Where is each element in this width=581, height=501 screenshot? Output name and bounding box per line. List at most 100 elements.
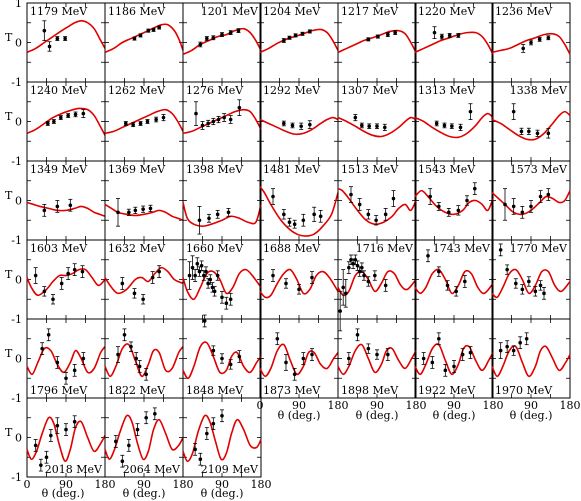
panel-energy-label: 1292 MeV <box>263 84 321 97</box>
model-curve <box>182 414 262 462</box>
panel-1632-mev: 1632 MeV <box>104 239 184 320</box>
data-point <box>373 273 377 278</box>
panel-1922-mev: 1922 MeV <box>414 318 494 399</box>
data-point <box>362 273 366 278</box>
data-point <box>222 115 226 120</box>
panel-1201-mev: 1201 MeV <box>182 2 262 83</box>
data-point <box>367 124 372 129</box>
data-point <box>59 281 64 286</box>
data-point <box>134 356 138 361</box>
data-point <box>351 261 355 266</box>
panel-energy-label: 1513 MeV <box>341 163 399 176</box>
data-point <box>347 265 351 270</box>
panel-1204-mev: 1204 MeV <box>259 2 339 83</box>
model-curve <box>414 31 494 55</box>
data-point <box>148 206 153 211</box>
model-curve <box>491 110 571 141</box>
data-point <box>308 122 312 127</box>
panel-energy-label: 1481 MeV <box>263 163 321 176</box>
model-curve <box>26 19 106 54</box>
data-point <box>284 281 288 286</box>
panel-1770-mev: 1770 MeV <box>491 239 571 320</box>
data-point <box>463 279 467 284</box>
data-point <box>66 271 70 276</box>
model-curve <box>26 346 106 376</box>
model-curve <box>337 270 417 297</box>
data-point <box>72 267 77 272</box>
model-curve <box>182 108 262 135</box>
panel-energy-label: 1573 MeV <box>510 163 568 176</box>
data-point <box>524 336 529 341</box>
data-point <box>141 297 145 302</box>
data-point <box>521 46 525 51</box>
panel-1313-mev: 1313 MeV <box>414 81 494 162</box>
data-point <box>437 269 441 274</box>
data-point <box>64 376 68 381</box>
data-point <box>546 192 551 197</box>
data-point <box>157 269 161 274</box>
data-point <box>520 287 525 292</box>
data-point <box>236 28 241 33</box>
data-point <box>120 459 125 464</box>
data-point <box>137 364 142 369</box>
data-point <box>376 34 380 39</box>
panel-1543-mev: 1543 MeV <box>414 160 494 241</box>
x-tick-label: 180 <box>328 399 349 412</box>
x-axis-title-col0: θ (deg.) <box>42 487 85 500</box>
data-point <box>215 273 220 278</box>
data-point <box>220 413 224 418</box>
data-point <box>116 210 120 215</box>
x-axis-title-col6: θ (deg.) <box>510 409 553 422</box>
data-point <box>520 210 525 215</box>
data-point <box>297 287 301 292</box>
data-point <box>114 439 118 444</box>
model-curve <box>337 29 417 54</box>
model-curve <box>26 268 106 297</box>
panel-1822-mev: 1822 MeV <box>104 318 184 399</box>
data-point <box>292 372 297 377</box>
data-point <box>282 38 286 43</box>
panel-energy-label: 1186 MeV <box>108 5 166 18</box>
data-point <box>59 115 63 120</box>
x-tick-label: 90 <box>59 478 73 491</box>
panel-energy-label: 1217 MeV <box>341 5 399 18</box>
y-axis-title-row0: T <box>5 31 13 44</box>
data-point <box>284 360 288 365</box>
data-point <box>465 198 469 203</box>
data-point <box>228 30 233 35</box>
panel-2109-mev: 2109 MeV <box>182 397 262 478</box>
data-point <box>42 28 47 33</box>
panel-energy-label: 1369 MeV <box>108 163 166 176</box>
panel-1848-mev: 1848 MeV <box>182 314 262 399</box>
data-point <box>437 336 441 341</box>
data-point <box>145 119 150 124</box>
data-point <box>132 36 137 41</box>
data-point <box>211 35 216 40</box>
data-point <box>47 44 52 49</box>
data-point <box>301 218 306 223</box>
data-point <box>187 273 192 278</box>
data-point <box>202 273 206 278</box>
data-point <box>529 40 533 45</box>
data-point <box>440 34 444 39</box>
model-curve <box>104 343 184 378</box>
panel-energy-label: 1313 MeV <box>418 84 476 97</box>
data-point <box>456 208 461 213</box>
x-tick-label: 180 <box>251 478 272 491</box>
data-point <box>68 203 73 208</box>
data-point <box>198 457 203 462</box>
data-point <box>197 218 202 223</box>
model-curve <box>259 186 339 237</box>
data-point <box>52 119 56 124</box>
panel-1970-mev: 1970 MeV <box>491 318 571 399</box>
x-axis-title-col2: θ (deg.) <box>201 487 244 500</box>
model-curve <box>182 268 262 301</box>
data-point <box>511 109 516 114</box>
data-point <box>206 121 210 126</box>
data-point <box>220 295 224 300</box>
data-point <box>228 362 233 367</box>
x-tick-label: 180 <box>483 399 504 412</box>
x-tick-label: 0 <box>24 478 31 491</box>
data-point <box>237 105 242 110</box>
